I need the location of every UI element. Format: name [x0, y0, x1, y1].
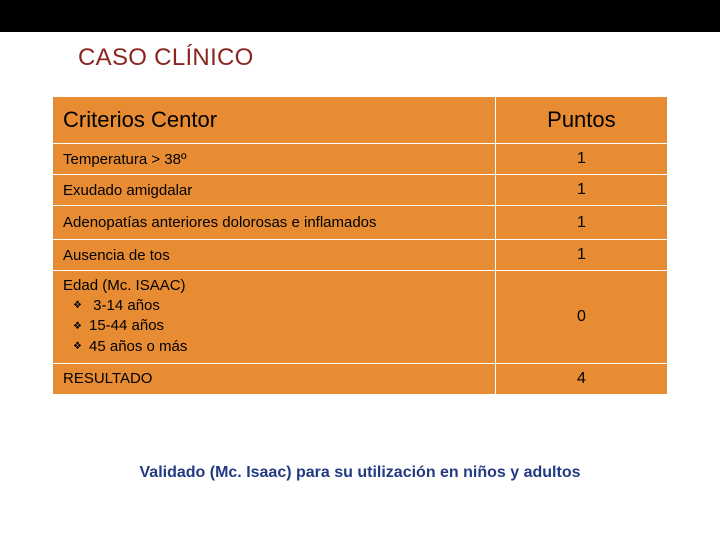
age-item-label: 45 años o más — [89, 338, 187, 355]
criterion-cell: Ausencia de tos — [53, 240, 496, 271]
table-row: Exudado amigdalar 1 — [53, 175, 668, 206]
diamond-bullet-icon: ❖ — [73, 320, 83, 334]
list-item: ❖ 3-14 años — [73, 296, 485, 316]
table-row: Ausencia de tos 1 — [53, 240, 668, 271]
table-row: Adenopatías anteriores dolorosas e infla… — [53, 206, 668, 240]
criterion-cell: Temperatura > 38º — [53, 144, 496, 175]
age-list: ❖ 3-14 años ❖ 15-44 años ❖ 45 años o más — [63, 296, 485, 357]
footer-note: Validado (Mc. Isaac) para su utilización… — [0, 464, 720, 482]
diamond-bullet-icon: ❖ — [73, 299, 83, 313]
list-item: ❖ 45 años o más — [73, 337, 485, 357]
age-title: Edad (Mc. ISAAC) — [63, 277, 485, 294]
age-cell: Edad (Mc. ISAAC) ❖ 3-14 años ❖ 15-44 años… — [53, 271, 496, 364]
table-row-age: Edad (Mc. ISAAC) ❖ 3-14 años ❖ 15-44 años… — [53, 271, 668, 364]
points-cell: 1 — [495, 206, 667, 240]
header-puntos: Puntos — [495, 97, 667, 144]
criterion-cell: Exudado amigdalar — [53, 175, 496, 206]
result-points-cell: 4 — [495, 363, 667, 394]
points-cell: 1 — [495, 175, 667, 206]
top-black-bar — [0, 0, 720, 32]
points-cell: 1 — [495, 144, 667, 175]
criterion-cell: Adenopatías anteriores dolorosas e infla… — [53, 206, 496, 240]
list-item: ❖ 15-44 años — [73, 316, 485, 336]
slide-title: CASO CLÍNICO — [78, 44, 254, 72]
table-header-row: Criterios Centor Puntos — [53, 97, 668, 144]
age-item-label: 15-44 años — [89, 317, 164, 334]
result-label-cell: RESULTADO — [53, 363, 496, 394]
table-row: Temperatura > 38º 1 — [53, 144, 668, 175]
points-cell: 1 — [495, 240, 667, 271]
header-criterios: Criterios Centor — [53, 97, 496, 144]
diamond-bullet-icon: ❖ — [73, 340, 83, 354]
age-item-label: 3-14 años — [89, 297, 160, 314]
criteria-table-wrap: Criterios Centor Puntos Temperatura > 38… — [52, 96, 668, 395]
table-row-result: RESULTADO 4 — [53, 363, 668, 394]
points-cell: 0 — [495, 271, 667, 364]
criteria-table: Criterios Centor Puntos Temperatura > 38… — [52, 96, 668, 395]
